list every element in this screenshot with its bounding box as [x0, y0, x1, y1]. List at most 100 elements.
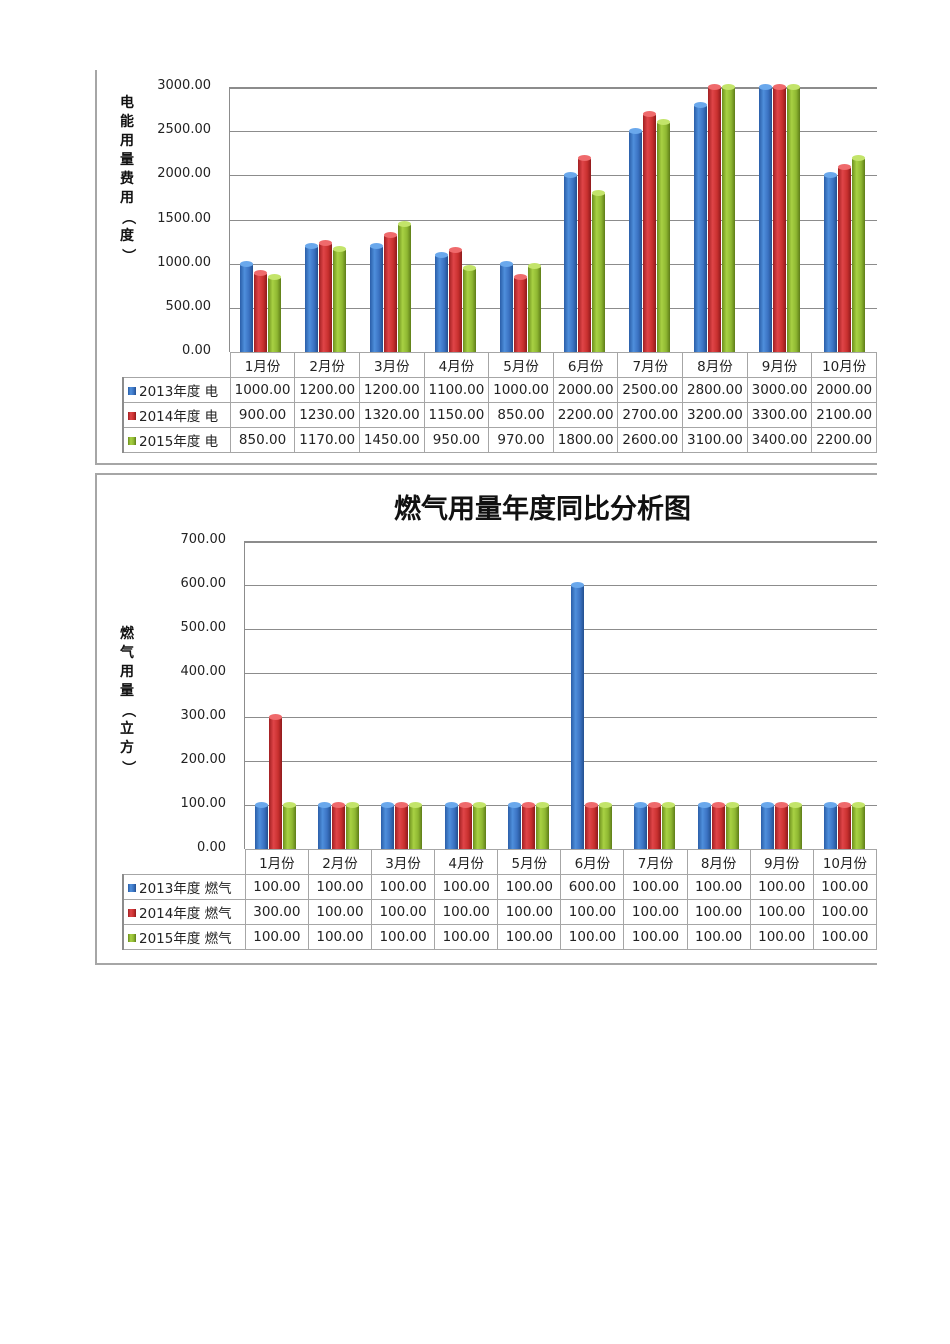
table-cell: 1800.00 — [552, 427, 619, 453]
bar-series-0 — [254, 802, 268, 849]
y-tick-label: 1000.00 — [157, 254, 211, 270]
gridline — [244, 629, 877, 630]
bar-series-1 — [384, 232, 397, 352]
legend-swatch-icon — [128, 909, 136, 917]
bar-series-1 — [837, 163, 851, 352]
data-table: 1月份 2月份 3月份 4月份 5月份 6月份 7月份 8月份 9月份 10月份 2013年度 电 1… — [121, 352, 877, 453]
legend-swatch-icon — [128, 387, 136, 395]
table-cell: 1000.00 — [488, 377, 554, 403]
bar-series-2 — [786, 84, 800, 352]
category-label: 3月份 — [371, 849, 436, 875]
table-cell: 2200.00 — [552, 402, 619, 428]
gas-chart-frame: 燃气用量年度同比分析图 燃气用量（立方） 0.00 100.00 200.00 300.… — [95, 473, 877, 965]
y-tick-label: 0.00 — [197, 840, 226, 855]
y-tick-label: 700.00 — [180, 532, 227, 547]
bar-series-1 — [513, 273, 527, 352]
table-cell: 970.00 — [488, 427, 554, 453]
bar-series-1 — [395, 802, 409, 849]
table-cell: 1000.00 — [229, 377, 296, 403]
table-cell: 3300.00 — [746, 402, 813, 428]
bar-series-1 — [648, 802, 662, 849]
bar-series-0 — [761, 802, 775, 849]
bar-series-2 — [851, 154, 865, 352]
table-cell: 1170.00 — [294, 427, 360, 453]
gridline — [244, 761, 877, 762]
table-cell: 100.00 — [434, 899, 499, 925]
electricity-chart-frame: 电能用量费用（度） 0.00 500.00 1000.00 1500.00 2000.00… — [95, 70, 877, 465]
table-cell: 100.00 — [497, 874, 562, 900]
bar-series-1 — [458, 802, 472, 849]
table-cell: 2500.00 — [617, 377, 684, 403]
table-cell: 100.00 — [560, 899, 625, 925]
legend-label: 2015年度 电 — [139, 434, 219, 450]
table-cell: 100.00 — [749, 924, 814, 950]
legend-entry: 2014年度 电 — [121, 402, 231, 428]
category-label: 1月份 — [229, 352, 296, 378]
gridline — [229, 131, 877, 132]
bar-series-1 — [838, 802, 852, 849]
gridline — [244, 673, 877, 674]
bar-series-2 — [398, 220, 411, 352]
bar-series-2 — [268, 273, 282, 352]
category-label: 6月份 — [560, 849, 625, 875]
table-cell: 100.00 — [686, 874, 751, 900]
bar-series-1 — [254, 269, 268, 352]
category-label: 4月份 — [434, 849, 499, 875]
bar-series-2 — [657, 119, 671, 352]
table-cell: 100.00 — [307, 899, 373, 925]
category-label: 9月份 — [746, 352, 813, 378]
table-cell: 1320.00 — [358, 402, 425, 428]
table-cell: 2200.00 — [811, 427, 877, 453]
bar-series-0 — [564, 172, 578, 352]
y-tick-label: 300.00 — [180, 708, 227, 723]
bar-series-2 — [333, 245, 347, 352]
category-label: 7月份 — [623, 849, 688, 875]
table-cell: 100.00 — [686, 924, 751, 950]
table-cell: 100.00 — [812, 874, 877, 900]
bar-series-0 — [317, 802, 331, 849]
category-label: 9月份 — [749, 849, 814, 875]
gridline — [229, 220, 877, 221]
bar-series-0 — [823, 172, 837, 352]
gridline — [244, 541, 877, 543]
bar-series-2 — [345, 802, 359, 849]
bar-series-2 — [462, 265, 476, 352]
category-label: 10月份 — [812, 849, 877, 875]
table-cell: 1200.00 — [358, 377, 425, 403]
bar-series-2 — [599, 802, 613, 849]
category-label: 2月份 — [307, 849, 373, 875]
table-cell: 950.00 — [423, 427, 490, 453]
y-axis-line — [244, 541, 245, 849]
category-label: 1月份 — [244, 849, 309, 875]
bar-series-1 — [775, 802, 789, 849]
table-cell: 850.00 — [229, 427, 296, 453]
bar-series-0 — [634, 802, 648, 849]
bar-series-1 — [772, 84, 786, 352]
y-axis-line — [229, 87, 230, 352]
legend-label: 2014年度 电 — [139, 409, 219, 425]
bar-series-1 — [585, 802, 599, 849]
bar-series-0 — [697, 802, 711, 849]
category-label: 2月份 — [294, 352, 360, 378]
legend-entry: 2013年度 电 — [121, 377, 231, 403]
category-label: 8月份 — [682, 352, 748, 378]
table-cell: 2000.00 — [811, 377, 877, 403]
bar-series-1 — [319, 240, 333, 352]
bar-series-2 — [527, 263, 541, 352]
y-tick-label: 200.00 — [180, 752, 227, 767]
table-cell: 3100.00 — [682, 427, 748, 453]
y-tick-label: 400.00 — [180, 664, 227, 679]
bar-series-0 — [758, 84, 772, 352]
bar-series-0 — [629, 128, 643, 352]
legend-swatch-icon — [128, 934, 136, 942]
table-row: 2014年度 电 900.00 1230.00 1320.00 1150.00 850.0… — [121, 402, 877, 428]
table-cell: 100.00 — [686, 899, 751, 925]
table-cell: 100.00 — [749, 899, 814, 925]
table-cell: 100.00 — [812, 899, 877, 925]
bar-series-0 — [694, 101, 707, 352]
table-cell: 100.00 — [497, 899, 562, 925]
bar-series-2 — [789, 802, 803, 849]
bar-series-1 — [448, 247, 462, 352]
bar-series-0 — [444, 802, 458, 849]
gridline — [229, 264, 877, 265]
